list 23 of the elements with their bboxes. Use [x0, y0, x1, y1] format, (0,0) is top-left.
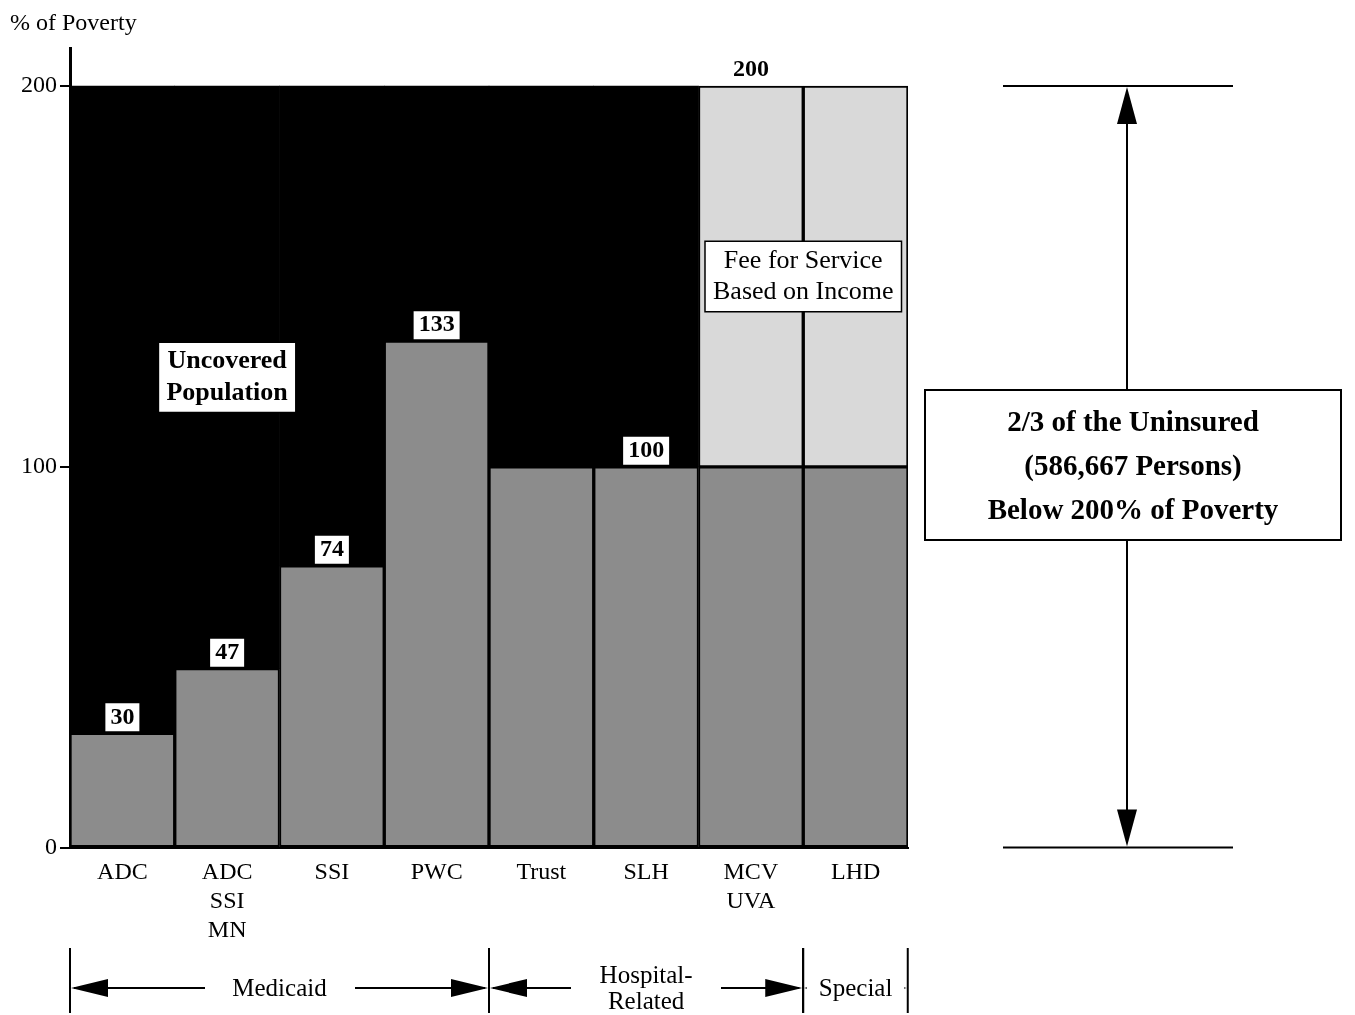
- x-tick-label: MCV UVA: [723, 858, 779, 914]
- total-label: 200: [732, 55, 769, 82]
- series-label: Uncovered Population: [166, 345, 289, 406]
- data-label: 100: [628, 436, 665, 463]
- x-tick-label: PWC: [410, 858, 463, 885]
- y-tick-label: 200: [21, 71, 57, 98]
- x-tick-label: ADC: [97, 858, 148, 885]
- data-label: 74: [319, 535, 344, 562]
- y-tick-label: 100: [21, 452, 57, 479]
- text: 2/3 of the Uninsured (586,667 Persons) Below 200% of Poverty: [924, 388, 1342, 541]
- data-label: 133: [418, 310, 455, 337]
- text: Medicaid: [204, 974, 355, 1001]
- x-tick-label: Trust: [516, 858, 567, 885]
- x-tick-label: ADC SSI MN: [201, 858, 253, 942]
- x-tick-label: SSI: [314, 858, 350, 885]
- data-label: 30: [110, 702, 135, 729]
- text: Hospital- Related: [571, 961, 722, 1014]
- x-tick-label: LHD: [830, 858, 881, 885]
- data-label: 47: [215, 637, 240, 664]
- series-label: Fee for Service Based on Income: [712, 244, 894, 305]
- y-axis-title: % of Poverty: [10, 9, 137, 36]
- y-tick-label: 0: [45, 832, 57, 859]
- x-tick-label: SLH: [623, 858, 669, 885]
